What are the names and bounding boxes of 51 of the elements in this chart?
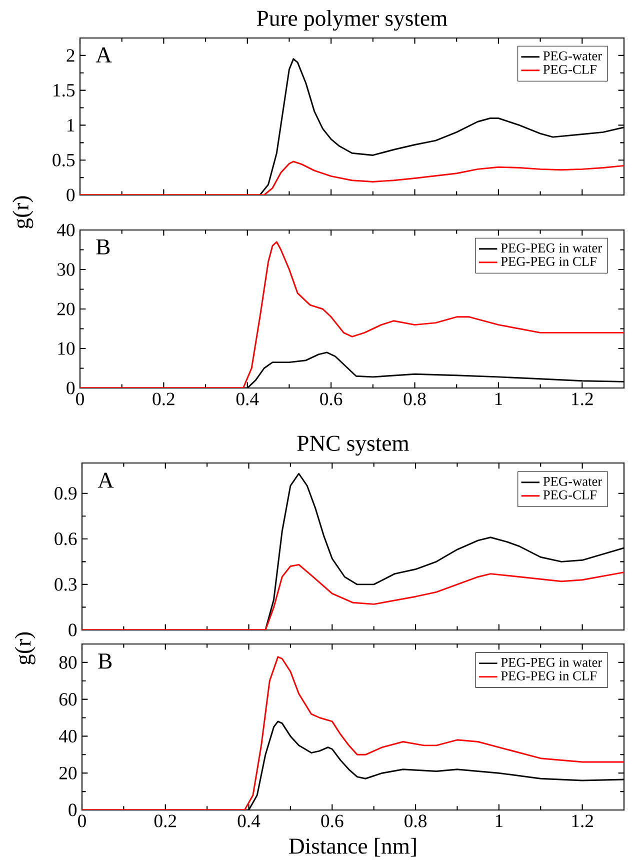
legend-label: PEG-CLF [543,64,596,74]
annotation: A [96,47,112,62]
x-tick-label: 1 [496,814,502,828]
chart-title: Pure polymer system [256,10,448,31]
y-axis-title: g(r) [12,196,34,228]
line-series [82,564,624,630]
legend-label: PEG-PEG in CLF [500,256,596,266]
legend-label: PEG-water [543,476,602,486]
y-tick-label: 2 [66,49,74,62]
x-tick-label: 0.8 [404,392,426,406]
y-tick-label: 30 [58,263,75,276]
legend-label: PEG-CLF [543,490,597,500]
x-tick-label: 0 [78,814,86,828]
y-axis-title: g(r) [14,632,36,664]
y-tick-label: 40 [58,730,77,743]
annotation: A [98,472,114,488]
y-tick-label: 80 [59,656,77,669]
annotation: B [96,239,110,254]
y-tick-label: 40 [56,224,75,236]
legend-label: PEG-PEG in CLF [501,671,597,680]
y-tick-label: 60 [59,693,77,706]
y-tick-label: 0 [66,188,75,202]
y-tick-label: 10 [58,342,75,355]
y-tick-label: 0 [66,382,75,394]
y-tick-label: 0.9 [54,487,77,500]
y-tick-label: 0.3 [54,578,77,591]
y-tick-label: 0 [68,804,77,816]
x-tick-label: 0.2 [152,392,174,406]
legend-label: PEG-water [543,51,602,60]
y-tick-label: 20 [57,302,75,316]
y-tick-label: 20 [59,766,77,780]
legend-label: PEG-PEG in water [500,244,602,252]
x-tick-label: 0.6 [320,392,342,406]
x-tick-label: 1.2 [572,814,593,828]
annotation: B [98,654,112,669]
x-tick-label: 0.6 [321,814,344,828]
y-tick-label: 1.5 [54,84,75,97]
x-tick-label: 0.8 [404,814,426,828]
x-axis-title: Distance [nm] [289,838,416,857]
y-tick-label: 0.6 [54,532,77,546]
x-tick-label: 0.4 [236,392,259,406]
line-series [80,160,624,195]
y-tick-label: 0.5 [52,154,75,166]
x-tick-label: 1.2 [572,392,593,406]
x-tick-label: 0.2 [154,814,176,828]
x-tick-label: 0.4 [238,814,260,828]
chart-title: PNC system [297,436,409,456]
x-tick-label: 1 [495,392,502,406]
y-tick-label: 0 [68,624,77,636]
y-tick-label: 1 [68,119,74,132]
legend-label: PEG-PEG in water [501,658,602,667]
